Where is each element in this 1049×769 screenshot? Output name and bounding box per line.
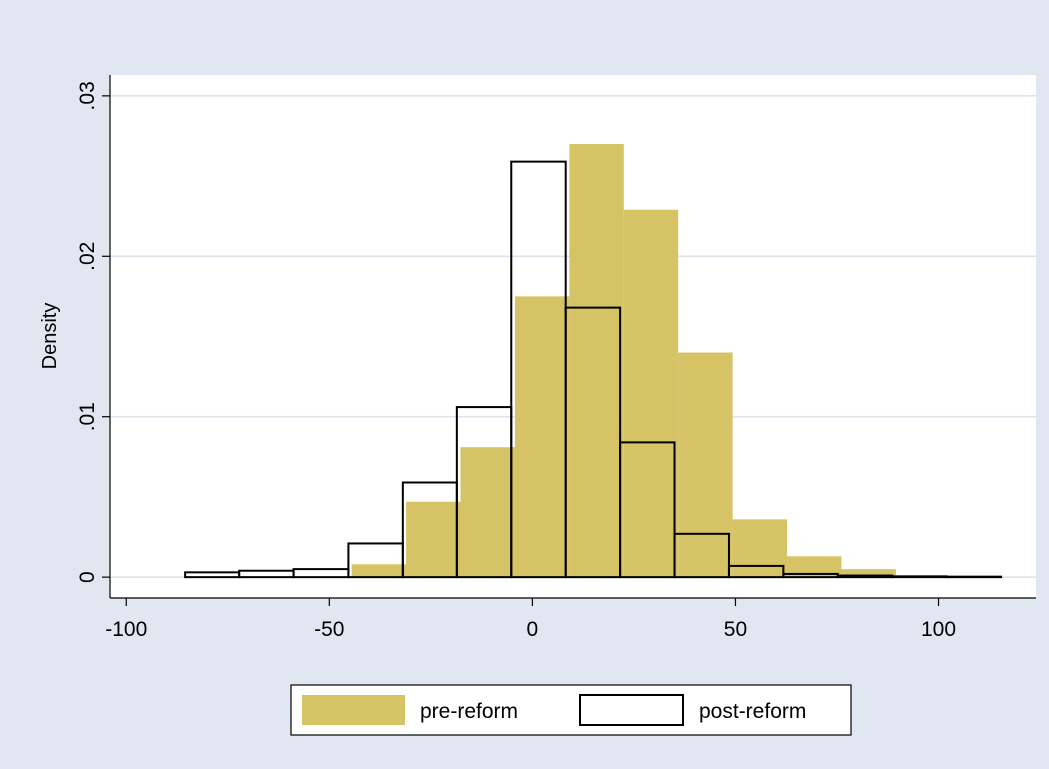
- y-tick-label-2: .02: [76, 242, 99, 271]
- legend-swatch-post-reform: [579, 694, 684, 726]
- pre-reform-bar-5: [623, 209, 679, 578]
- x-tick-label-1: -50: [314, 618, 344, 641]
- x-axis-ticks: -100 -50 0 50 100: [105, 598, 956, 641]
- y-axis-ticks: 0 .01 .02 .03: [76, 81, 110, 583]
- post-reform-bar-12: [836, 574, 894, 579]
- y-tick-label-1: .01: [76, 402, 99, 431]
- legend-swatch-pre-reform: [302, 695, 405, 725]
- x-tick-label-4: 100: [921, 618, 956, 641]
- pre-reform-bar-8: [787, 556, 842, 578]
- y-tick-label-3: .03: [76, 81, 99, 110]
- legend-label-pre-reform: pre-reform: [420, 700, 518, 723]
- x-tick-label-3: 50: [724, 618, 747, 641]
- y-tick-label-0: 0: [76, 571, 99, 583]
- post-reform-bar-8: [619, 441, 676, 579]
- pre-reform-bar-6: [678, 352, 733, 578]
- post-reform-bar-9: [673, 532, 730, 579]
- pre-reform-bars: [351, 143, 896, 578]
- pre-reform-bar-7: [732, 519, 788, 578]
- post-reform-bars: [184, 160, 1003, 579]
- pre-reform-bar-4: [569, 143, 624, 578]
- post-reform-bar-10: [727, 564, 785, 579]
- pre-reform-bar-1: [406, 501, 461, 578]
- pre-reform-bar-2: [460, 447, 515, 578]
- y-axis-title: Density: [39, 303, 61, 370]
- x-tick-label-2: 0: [527, 618, 539, 641]
- legend-label-post-reform: post-reform: [699, 700, 806, 723]
- pre-reform-bar-0: [351, 564, 407, 578]
- pre-reform-bar-9: [841, 569, 896, 578]
- pre-reform-bar-3: [514, 296, 570, 578]
- x-tick-label-0: -100: [105, 618, 147, 641]
- legend: pre-reform post-reform: [290, 684, 852, 736]
- axes: [109, 75, 1036, 599]
- post-reform-bar-14: [945, 575, 1003, 579]
- post-reform-bar-13: [891, 575, 948, 579]
